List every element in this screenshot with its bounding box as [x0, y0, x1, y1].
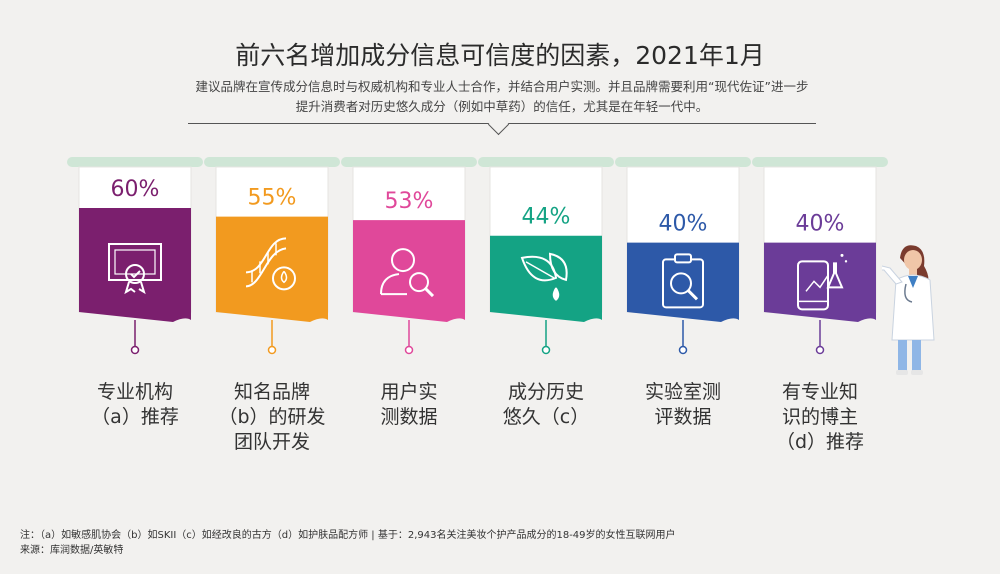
value-label: 55% [248, 186, 297, 211]
connector-dot [678, 345, 688, 355]
bar-roller [615, 157, 751, 167]
category-label: 实验室测 评数据 [644, 381, 721, 428]
bar-roller [752, 157, 888, 167]
footnote: 注：（a）如敏感肌协会（b）如SKII（c）如经改良的古方（d）如护肤品配方师 … [20, 528, 980, 558]
bar [490, 235, 602, 322]
bar [764, 242, 876, 322]
value-label: 40% [796, 212, 845, 237]
bar-roller [204, 157, 340, 167]
dna-icon [245, 237, 296, 291]
chart-title: 前六名增加成分信息可信度的因素，2021年1月 [235, 41, 765, 70]
footnote-source: 来源：库润数据/英敏特 [20, 545, 124, 556]
phone-flask-icon [797, 253, 848, 311]
bar [627, 242, 739, 322]
connector-dot [267, 345, 277, 355]
connector-dot [404, 345, 414, 355]
bar-roller [478, 157, 614, 167]
bar [353, 220, 465, 322]
footnote-note: 注：（a）如敏感肌协会（b）如SKII（c）如经改良的古方（d）如护肤品配方师 … [20, 530, 676, 541]
category-label: 成分历史 悠久（c） [502, 381, 590, 428]
value-label: 60% [111, 177, 160, 202]
bar-roller [67, 157, 203, 167]
category-label: 有专业知 识的博主 （d）推荐 [775, 381, 865, 453]
connector-dot [815, 345, 825, 355]
certificate-icon [108, 243, 162, 295]
category-label: 专业机构 （a）推荐 [91, 381, 179, 428]
scientist-illustration [882, 245, 935, 375]
bar-group: 40% [615, 157, 751, 355]
user-search-icon [380, 248, 435, 298]
value-label: 40% [659, 212, 708, 237]
bar-roller [341, 157, 477, 167]
bar-group: 40% [752, 157, 888, 355]
connector-dot [541, 345, 551, 355]
connector-dot [130, 345, 140, 355]
leaf-drop-icon [520, 252, 568, 301]
bar-group: 60% [67, 157, 203, 355]
clipboard-magnifier-icon [662, 253, 704, 309]
value-label: 53% [385, 189, 434, 214]
value-label: 44% [522, 205, 571, 230]
category-label: 用户实 测数据 [380, 381, 438, 428]
bar [216, 216, 328, 322]
bar-group: 44% [478, 157, 614, 355]
category-label: 知名品牌 （b）的研发 团队开发 [218, 381, 326, 453]
bar-group: 55% [204, 157, 340, 355]
bar-group: 53% [341, 157, 477, 355]
